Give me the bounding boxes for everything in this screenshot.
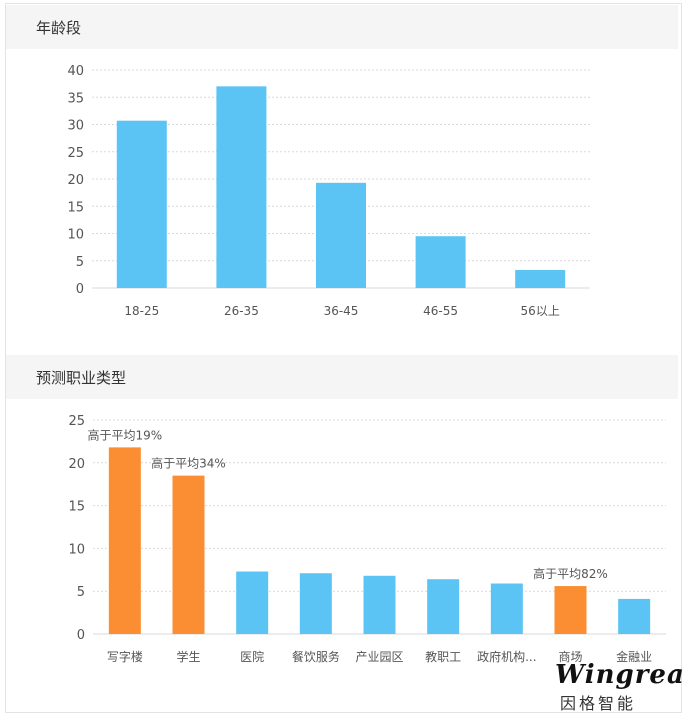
job-section-header: 预测职业类型 <box>6 355 678 399</box>
age-bar <box>415 236 466 288</box>
job-y-tick-label: 0 <box>77 628 85 643</box>
age-bar <box>316 182 366 288</box>
brand-logo-cn: 因格智能 <box>560 694 637 713</box>
age-section-header: 年龄段 <box>6 5 678 49</box>
job-x-tick-label: 餐饮服务 <box>292 649 340 664</box>
job-y-tick-label: 20 <box>68 457 85 472</box>
age-x-tick-label: 56以上 <box>521 304 560 318</box>
age-y-tick-label: 25 <box>67 146 84 161</box>
age-y-tick-label: 5 <box>76 255 84 270</box>
age-y-tick-label: 30 <box>67 119 84 134</box>
age-x-tick-label: 26-35 <box>224 304 259 318</box>
job-x-tick-label: 金融业 <box>616 649 652 664</box>
age-bar <box>216 86 267 288</box>
job-bar <box>108 447 141 634</box>
job-bar <box>299 573 332 634</box>
job-x-tick-label: 医院 <box>240 650 264 664</box>
age-x-tick-label: 46-55 <box>423 304 458 318</box>
job-annotation: 高于平均19% <box>87 427 162 442</box>
job-annotation: 高于平均34% <box>151 456 226 471</box>
job-x-tick-label: 学生 <box>176 649 200 664</box>
job-annotation: 高于平均82% <box>533 566 608 581</box>
job-bar <box>618 598 651 634</box>
age-x-tick-label: 36-45 <box>324 304 359 318</box>
age-bar-chart: 0 5 10 15 20 25 30 35 40 18-25 26-35 36-45 46-55 56以上 <box>67 64 590 318</box>
age-y-tick-label: 0 <box>76 282 84 297</box>
job-section-title: 预测职业类型 <box>36 369 127 387</box>
job-x-tick-label: 商场 <box>558 649 582 664</box>
job-x-tick-label: 产业园区 <box>355 650 403 664</box>
job-bar <box>554 586 587 634</box>
job-bar <box>490 583 523 634</box>
age-y-tick-label: 35 <box>67 91 84 106</box>
job-bar <box>172 475 205 634</box>
age-section-title: 年龄段 <box>36 19 82 37</box>
age-bar <box>116 120 167 288</box>
age-y-tick-label: 10 <box>67 228 84 243</box>
age-y-tick-label: 40 <box>67 64 84 79</box>
job-bar <box>427 579 460 634</box>
job-bar-chart: 0 5 10 15 20 25 写字楼 高于平均19% 学生 高于平均34% 医院 餐饮服务 产业园区 教… <box>68 414 666 664</box>
job-y-tick-label: 15 <box>68 500 85 515</box>
job-y-tick-label: 25 <box>68 414 85 429</box>
age-x-tick-label: 18-25 <box>124 304 159 318</box>
job-x-tick-label: 写字楼 <box>107 649 143 664</box>
job-x-tick-label: 政府机构... <box>477 649 536 664</box>
job-bar <box>236 571 269 634</box>
job-y-tick-label: 5 <box>77 585 85 600</box>
age-y-tick-label: 15 <box>67 200 84 215</box>
job-bar <box>363 575 396 634</box>
job-y-tick-label: 10 <box>68 542 85 557</box>
job-x-tick-label: 教职工 <box>425 649 461 664</box>
age-bar <box>515 270 566 288</box>
age-y-tick-label: 20 <box>67 173 84 188</box>
brand-logo-text: Wingreat <box>555 660 684 690</box>
